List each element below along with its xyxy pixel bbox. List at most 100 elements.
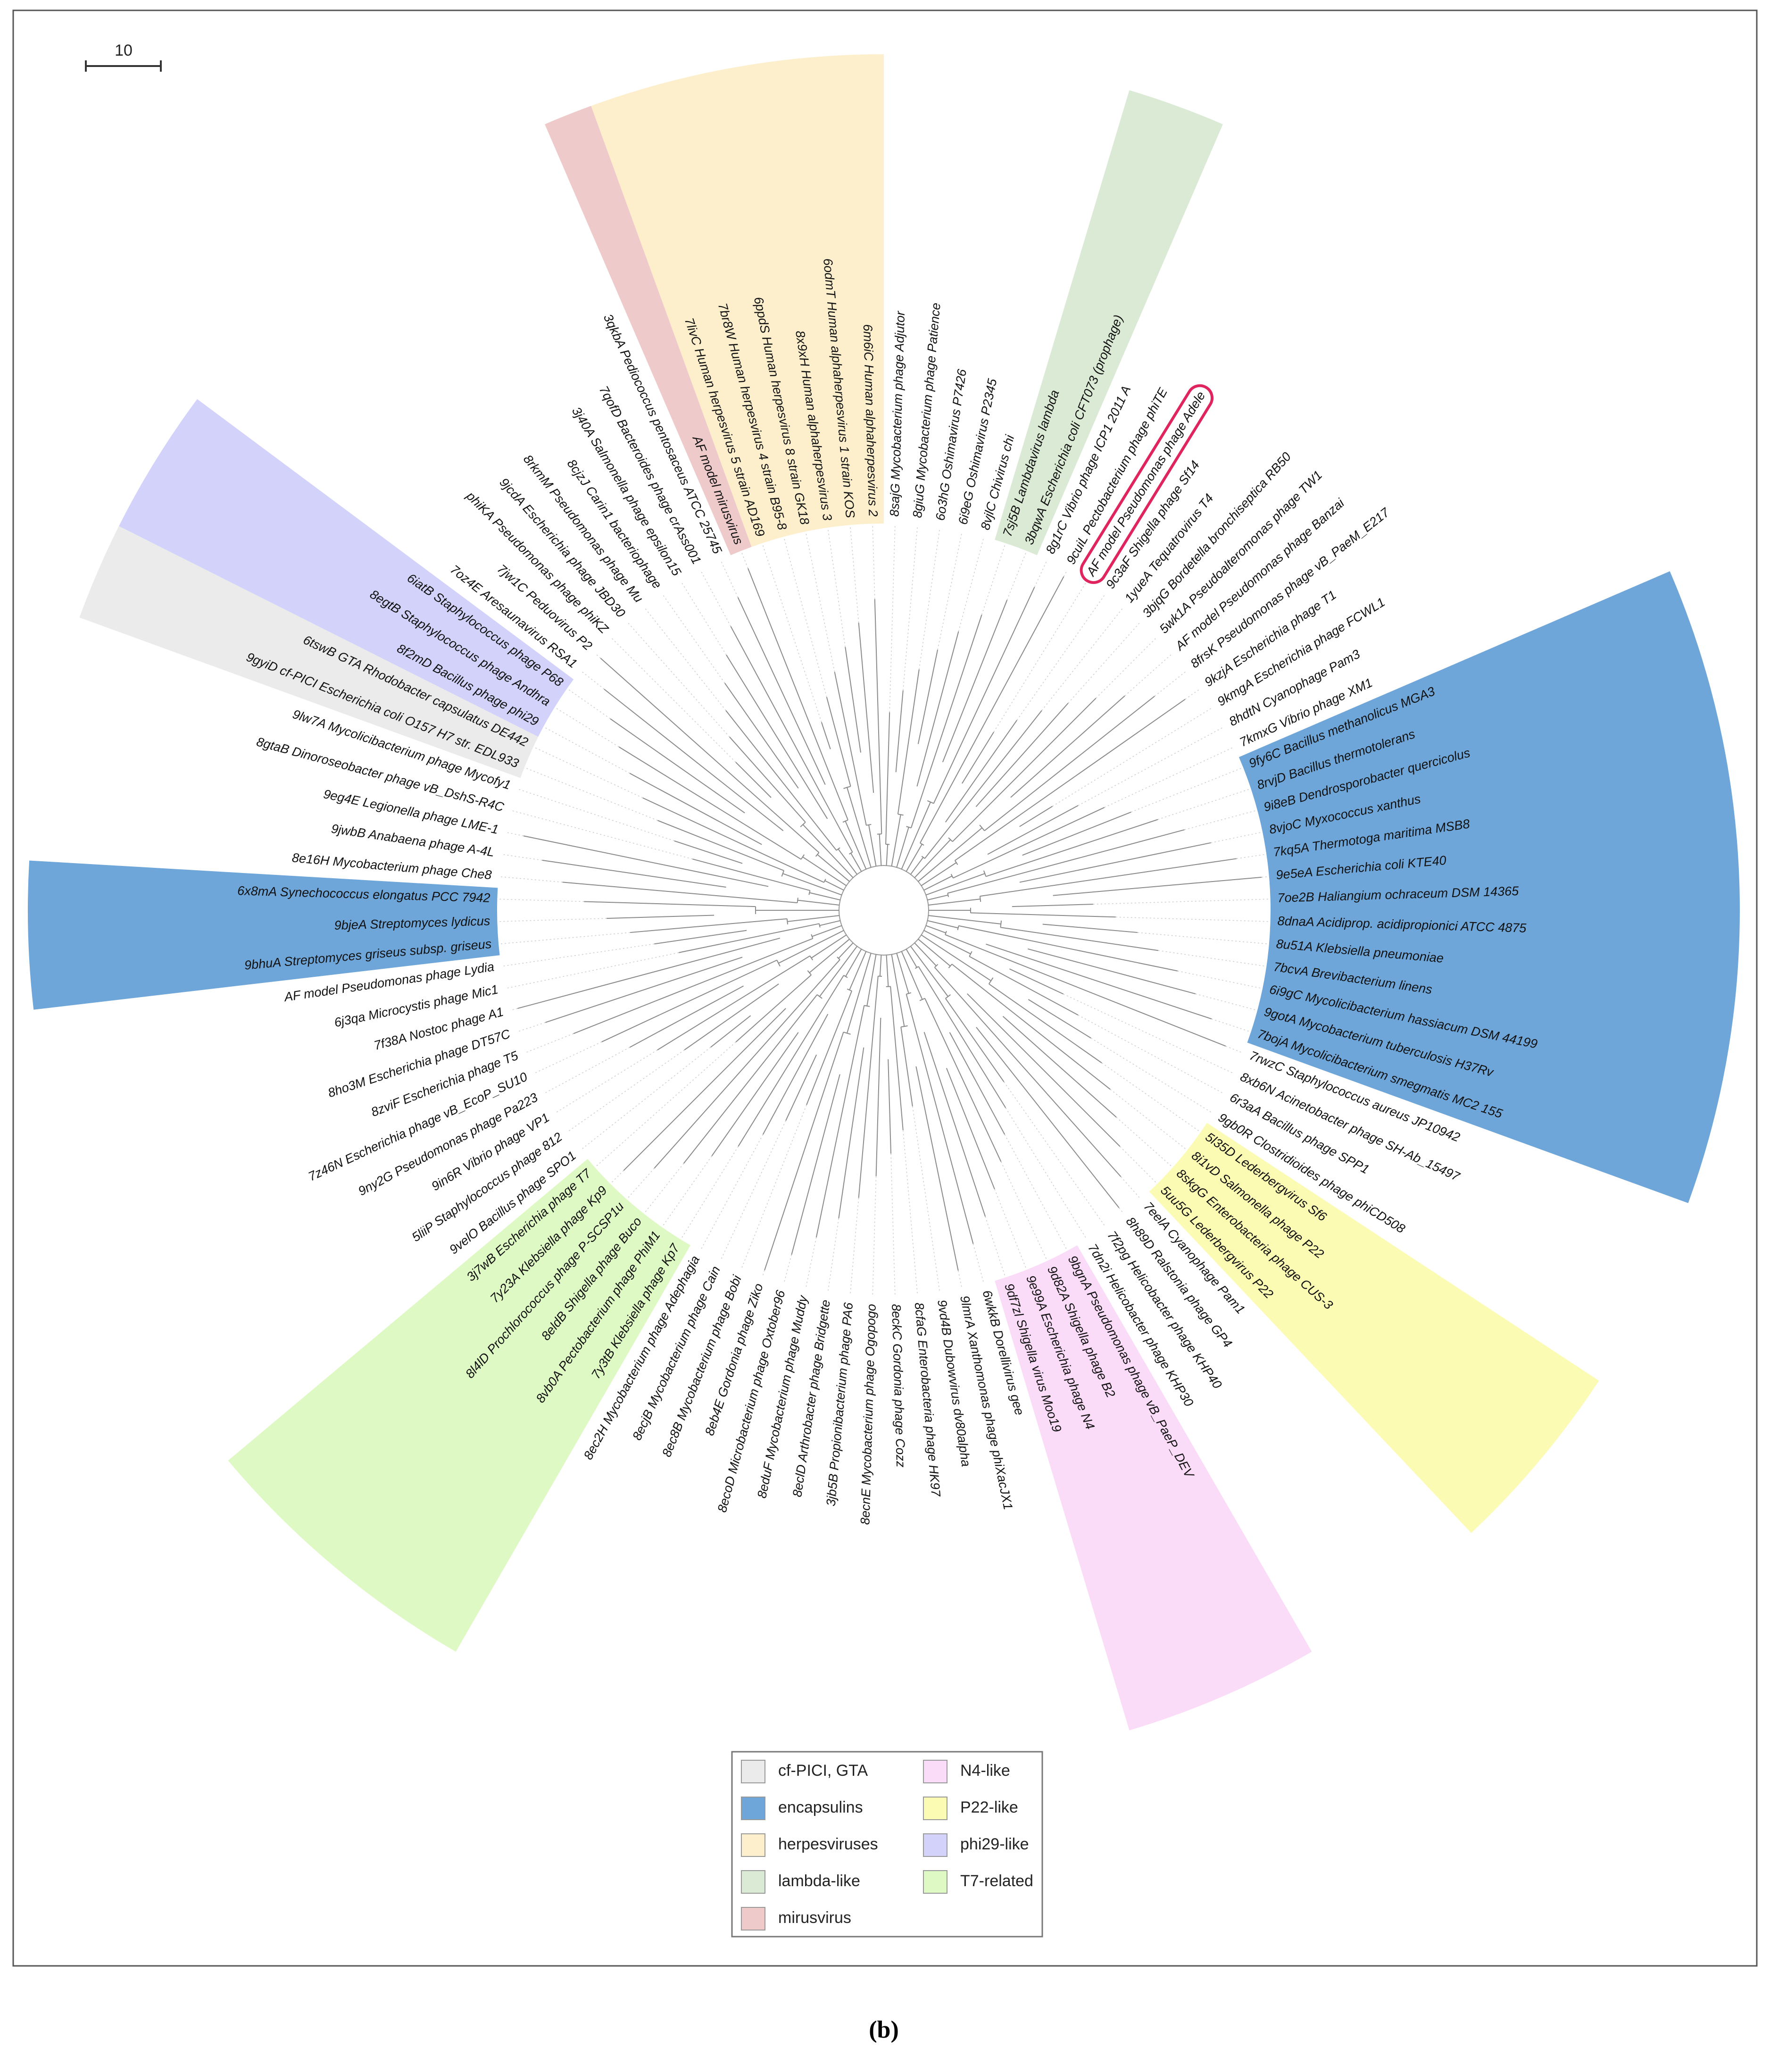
branch <box>735 974 812 1042</box>
branch <box>897 669 920 815</box>
branch <box>710 1015 751 1048</box>
legend-swatch <box>741 1797 765 1820</box>
branch <box>900 1027 913 1107</box>
leader <box>993 582 1086 732</box>
branch <box>657 955 810 1050</box>
leader <box>1184 810 1255 830</box>
branch <box>809 892 840 901</box>
branch <box>1022 811 1131 856</box>
leader <box>828 1218 839 1291</box>
clade-arc <box>919 998 925 1001</box>
leader <box>1110 1089 1186 1149</box>
branch <box>986 943 1212 1020</box>
leader <box>1119 1207 1123 1212</box>
branch <box>918 966 1006 1108</box>
scale-bar: 10 <box>85 42 162 72</box>
leader <box>663 595 725 683</box>
leader <box>1120 1146 1156 1182</box>
branch <box>886 844 889 866</box>
clade-arc <box>920 842 924 846</box>
leader <box>889 526 896 713</box>
leader <box>1063 572 1067 577</box>
branch <box>910 946 948 997</box>
branch <box>918 939 951 967</box>
legend-swatch <box>923 1797 947 1820</box>
branch <box>809 939 850 974</box>
branch <box>826 697 851 787</box>
branch <box>1009 968 1064 995</box>
legend-label: herpesviruses <box>778 1835 878 1853</box>
clade-arc <box>954 860 958 865</box>
leader <box>1157 789 1249 820</box>
clade-arc <box>969 951 972 957</box>
leader <box>1185 689 1199 700</box>
leader <box>582 1047 711 1149</box>
group-sector <box>79 526 539 778</box>
leader <box>1158 950 1264 966</box>
leaf-label: 8ecnE Mycobacterium phage Ogopogo <box>858 1304 879 1525</box>
scale-label: 10 <box>115 42 133 59</box>
branch <box>802 824 854 878</box>
legend-label: phi29-like <box>960 1835 1029 1853</box>
branch <box>629 773 762 845</box>
branch <box>845 821 867 870</box>
branch <box>737 597 826 785</box>
legend-label: encapsulins <box>778 1798 863 1816</box>
leader <box>507 832 524 837</box>
branch <box>838 1047 864 1219</box>
branch <box>906 844 922 872</box>
leader <box>1236 854 1264 859</box>
branch <box>989 983 1102 1064</box>
branch <box>896 953 909 994</box>
leader <box>701 572 731 627</box>
branch <box>906 949 917 968</box>
branch <box>725 710 837 851</box>
leader <box>568 689 611 719</box>
leader <box>872 526 875 599</box>
branch <box>896 827 909 868</box>
leader <box>1034 562 1047 588</box>
branch <box>945 998 1005 1082</box>
clade-arc <box>836 847 840 851</box>
leader <box>519 1022 546 1032</box>
branch <box>914 942 937 966</box>
branch <box>711 1032 799 1157</box>
leader <box>1211 832 1261 843</box>
legend-swatch <box>923 1760 947 1783</box>
leader <box>645 608 726 711</box>
branch <box>838 942 854 959</box>
branch <box>976 1027 1120 1208</box>
leader <box>721 562 739 598</box>
branch <box>970 912 1116 918</box>
branch <box>847 787 872 868</box>
branch <box>925 873 985 896</box>
leader <box>985 1216 1005 1275</box>
branch <box>928 899 981 906</box>
branch <box>980 858 1237 897</box>
tree <box>499 526 1268 1295</box>
leader <box>1124 654 1172 696</box>
leader <box>1211 1018 1249 1032</box>
leader <box>1225 1046 1241 1053</box>
leader <box>850 1198 859 1293</box>
branch <box>986 819 1158 877</box>
branch <box>654 930 747 945</box>
clade-arc <box>914 966 919 969</box>
branch <box>1027 948 1196 994</box>
leader <box>681 1146 739 1238</box>
branch <box>726 655 828 819</box>
branch <box>601 959 777 1042</box>
branch <box>724 682 799 789</box>
branch <box>901 802 931 870</box>
leader <box>499 899 584 902</box>
leader <box>1101 1062 1199 1132</box>
leader <box>596 1041 736 1166</box>
leader <box>681 582 727 656</box>
branch <box>879 955 882 976</box>
branch <box>927 920 958 929</box>
leader <box>762 545 822 723</box>
leader <box>628 623 730 737</box>
group-sector <box>545 106 752 556</box>
branch <box>969 956 1079 1015</box>
